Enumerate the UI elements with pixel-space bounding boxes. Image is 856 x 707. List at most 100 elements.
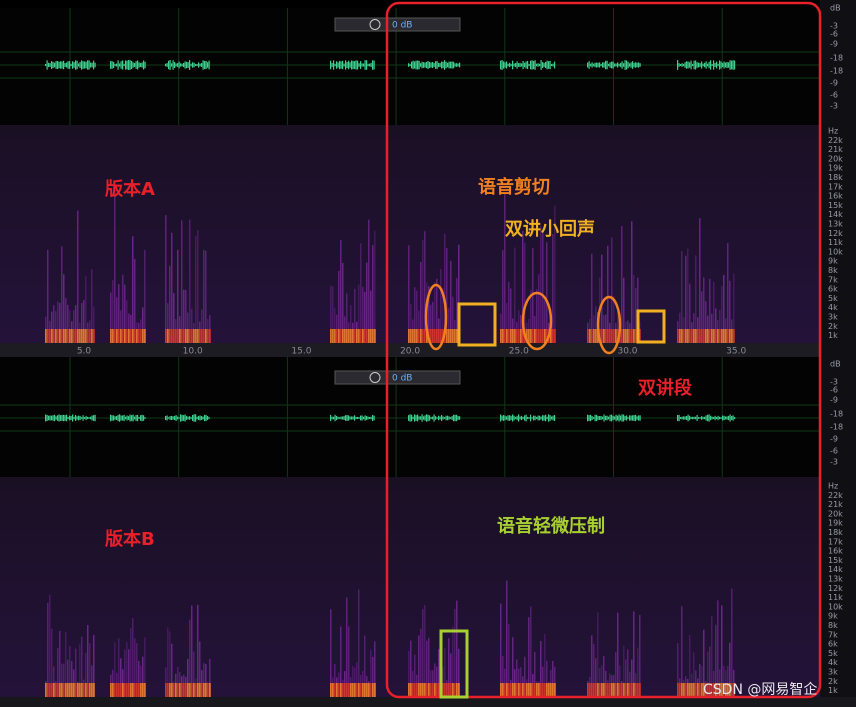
spectrum-low: [45, 329, 47, 343]
spectrum-low: [695, 683, 697, 697]
hz-label: 1k: [828, 686, 838, 695]
waveform: [507, 415, 509, 421]
waveform: [591, 415, 593, 421]
waveform: [545, 61, 547, 69]
spectrum-band: [524, 242, 526, 343]
spectrum-low: [733, 683, 735, 697]
waveform: [537, 63, 539, 67]
waveform: [714, 415, 716, 421]
waveform: [408, 63, 410, 67]
waveform: [192, 415, 194, 421]
spectrum-band: [110, 292, 112, 343]
waveform: [599, 62, 601, 68]
volume-control[interactable]: 0 dB: [334, 17, 461, 32]
spectrum-low: [717, 683, 719, 697]
waveform: [699, 417, 701, 419]
waveform: [539, 63, 541, 67]
waveform: [633, 62, 635, 68]
waveform: [169, 60, 171, 70]
spectrum-low: [506, 683, 508, 697]
waveform: [728, 415, 730, 421]
spectrum-low: [179, 329, 181, 343]
waveform: [137, 414, 139, 422]
waveform: [343, 63, 345, 67]
waveform: [525, 61, 527, 69]
waveform: [527, 60, 529, 70]
hz-label: 11k: [828, 593, 843, 602]
spectrum-low: [366, 683, 368, 697]
spectrum-low: [167, 329, 169, 343]
hz-label: 15k: [828, 201, 843, 210]
waveform: [587, 414, 589, 422]
waveform: [340, 416, 342, 420]
spectrum-band: [619, 665, 621, 697]
spectrum-band: [681, 251, 683, 343]
spectrum-band: [601, 665, 603, 697]
spectrum-low: [691, 329, 693, 343]
spectrum-low: [715, 329, 717, 343]
spectrum-low: [615, 683, 617, 697]
spectrum-low: [446, 683, 448, 697]
spectrum-band: [709, 646, 711, 697]
spectrum-band: [500, 313, 502, 343]
waveform: [78, 63, 80, 67]
spectrum-low: [358, 329, 360, 343]
db-label: -3: [830, 22, 838, 31]
waveform: [111, 415, 113, 421]
spectrum-band: [705, 301, 707, 343]
waveform: [537, 415, 539, 421]
spectrum-low: [603, 683, 605, 697]
spectrum-band: [81, 303, 83, 343]
spectrum-low: [144, 683, 146, 697]
waveform: [349, 416, 351, 420]
spectrum-low: [187, 329, 189, 343]
waveform: [590, 63, 592, 67]
waveform: [602, 416, 604, 420]
waveform: [334, 414, 336, 422]
spectrum-band: [354, 667, 356, 697]
spectrum-low: [422, 329, 424, 343]
spectrum-low: [372, 683, 374, 697]
waveform: [363, 63, 365, 67]
waveform: [450, 61, 452, 69]
waveform: [705, 61, 707, 69]
waveform: [420, 416, 422, 420]
spectrum-band: [185, 289, 187, 343]
spectrum-low: [209, 683, 211, 697]
waveform: [639, 415, 641, 421]
waveform: [205, 414, 207, 422]
hz-label: 4k: [828, 658, 838, 667]
waveform: [76, 416, 78, 420]
waveform: [138, 417, 140, 419]
spectrum-low: [639, 329, 641, 343]
waveform: [716, 416, 718, 420]
spectrum-band: [67, 304, 69, 343]
spectrum-low: [65, 329, 67, 343]
waveform: [456, 414, 458, 422]
db-label: -9: [830, 435, 838, 444]
spectrum-band: [136, 643, 138, 697]
spectrum-low: [613, 683, 615, 697]
waveform: [201, 63, 203, 67]
waveform: [366, 60, 368, 70]
waveform: [552, 415, 554, 421]
hz-label: 6k: [828, 640, 838, 649]
spectrum-low: [193, 683, 195, 697]
waveform: [530, 414, 532, 422]
volume-control[interactable]: 0 dB: [334, 370, 461, 385]
waveform: [201, 416, 203, 420]
spectrum-band: [61, 246, 63, 343]
spectrum-low: [715, 683, 717, 697]
spectrum-low: [134, 329, 136, 343]
spectrum-band: [47, 602, 49, 697]
spectrum-low: [719, 329, 721, 343]
waveform: [429, 61, 431, 69]
spectrum-band: [518, 668, 520, 697]
spectrum-low: [138, 329, 140, 343]
waveform: [618, 414, 620, 422]
spectrum-band: [334, 307, 336, 343]
timeline-label: 20.0: [400, 347, 420, 357]
spectrum-band: [352, 666, 354, 697]
spectrum-band: [169, 631, 171, 697]
spectrum-low: [65, 683, 67, 697]
